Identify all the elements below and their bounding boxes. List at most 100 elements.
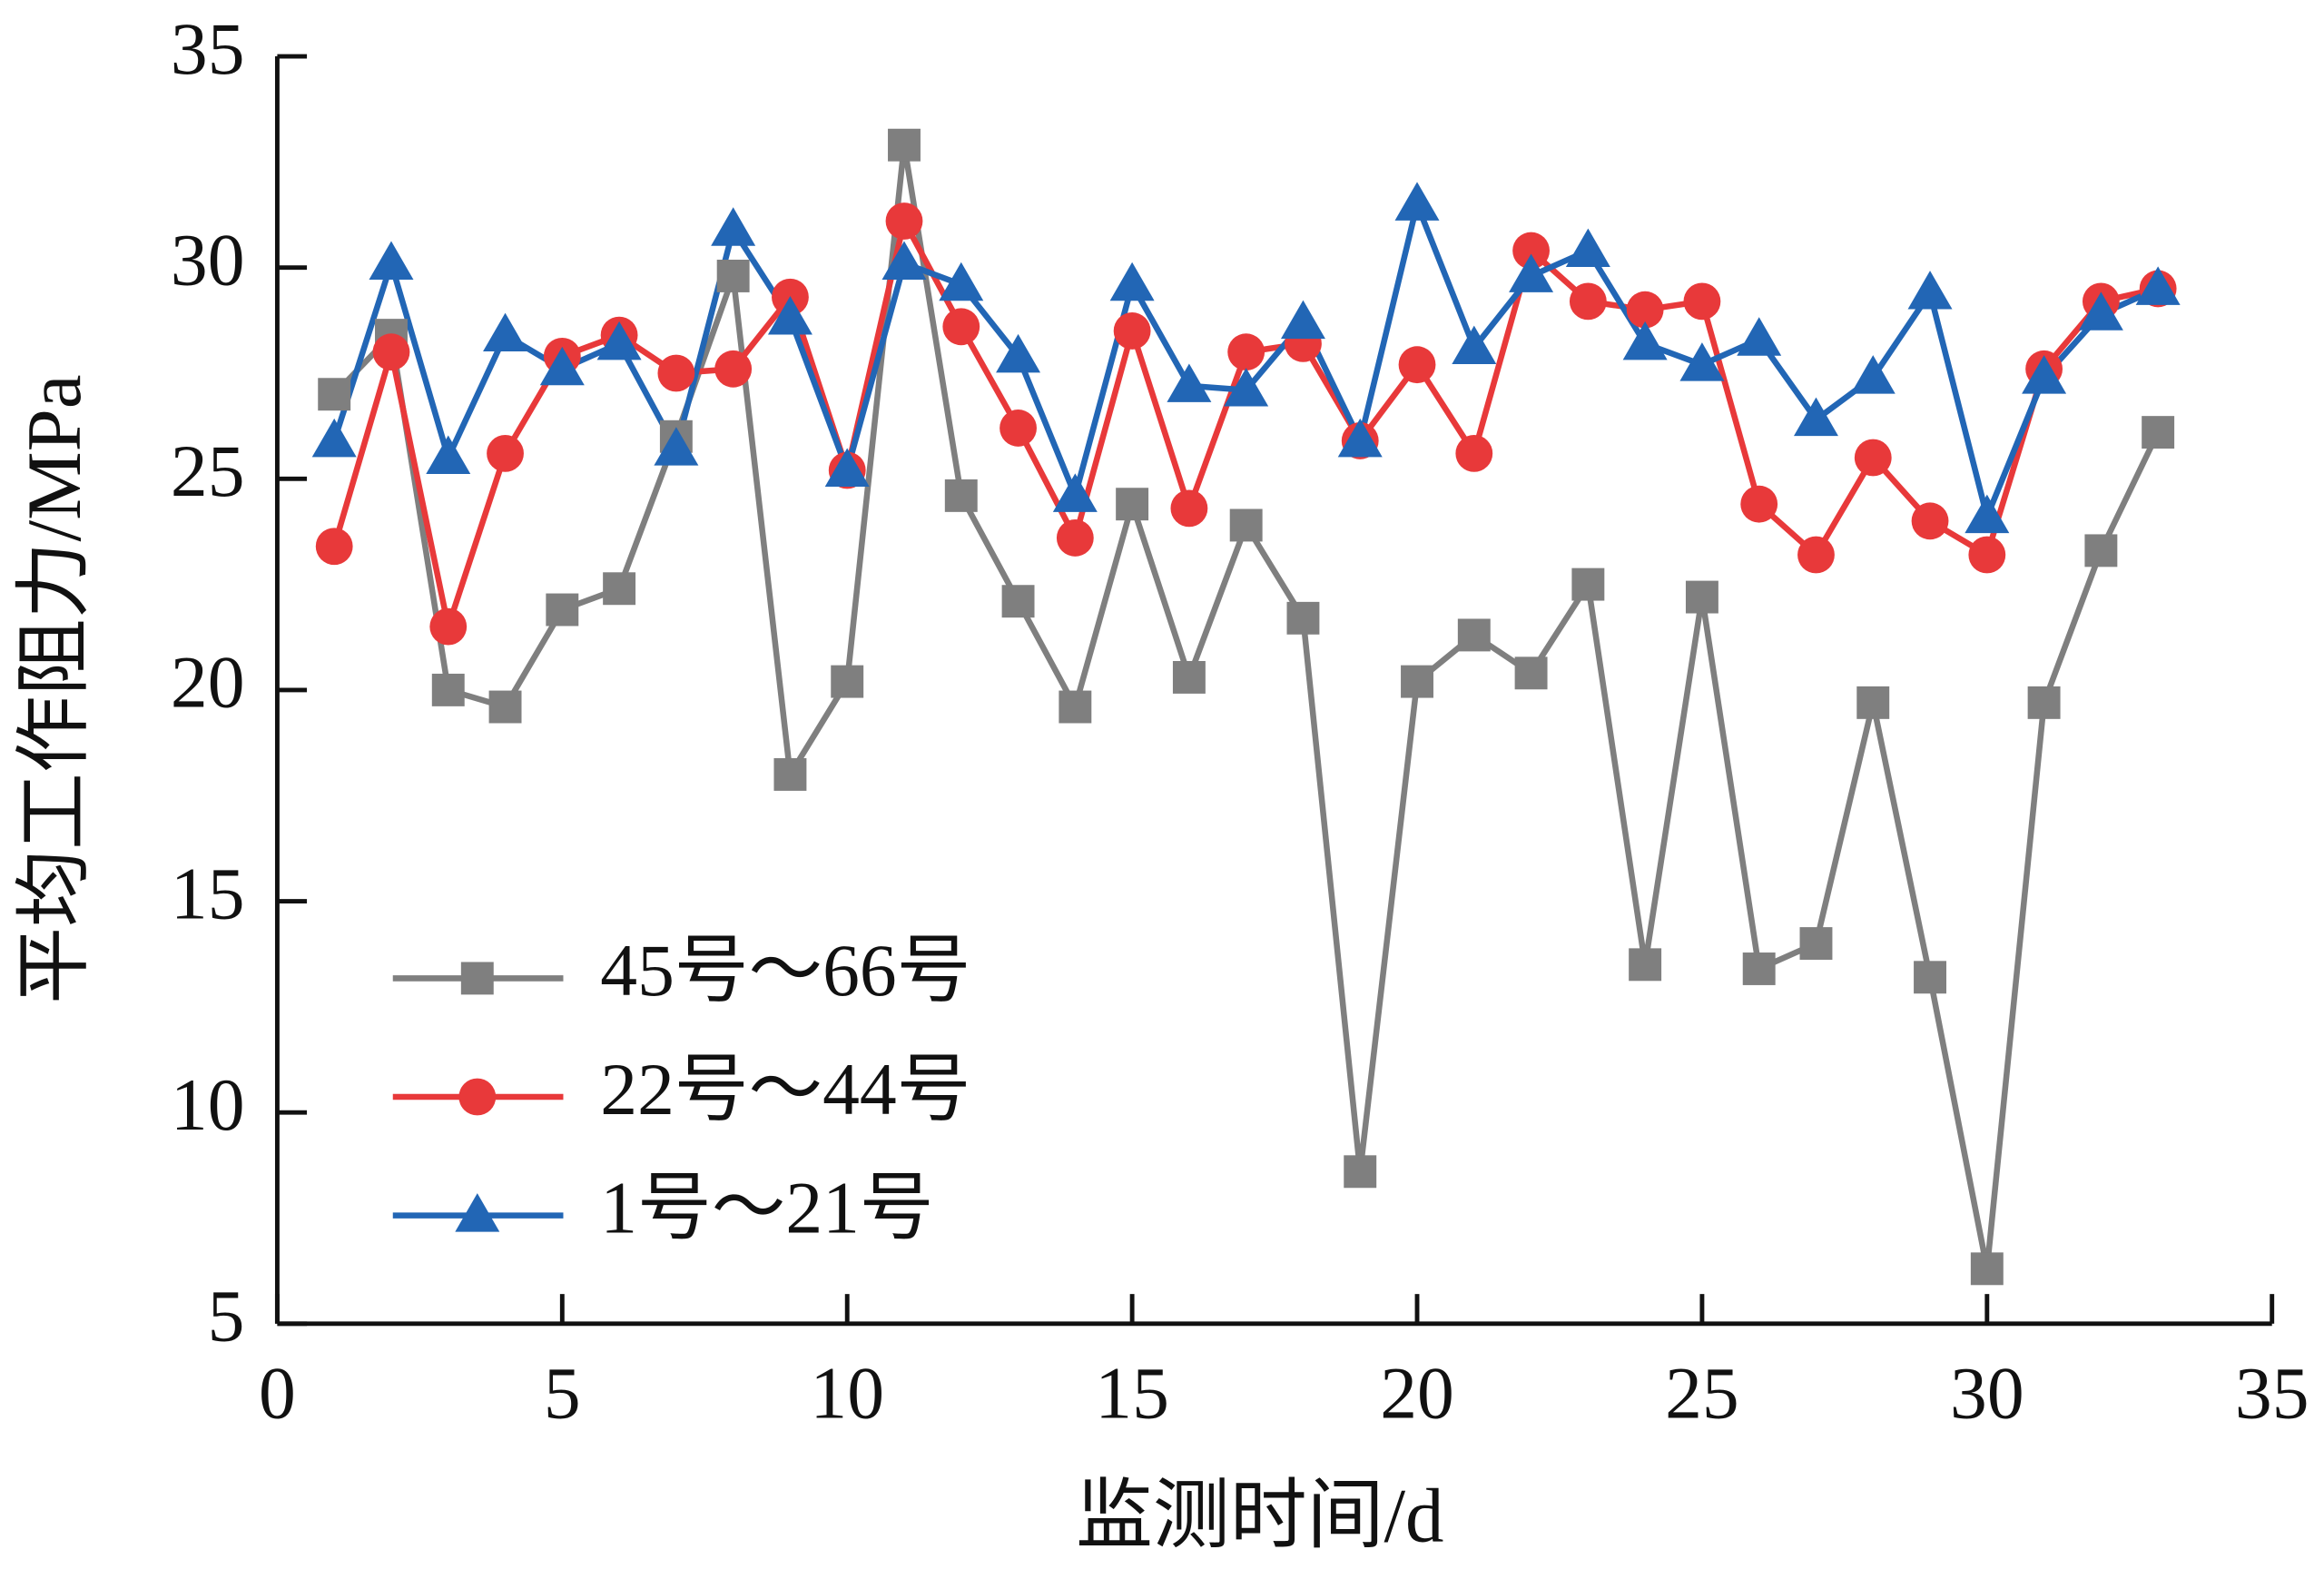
data-point bbox=[1344, 1155, 1377, 1189]
data-point bbox=[1455, 434, 1493, 472]
data-point bbox=[1224, 368, 1269, 407]
data-point bbox=[996, 333, 1041, 373]
data-point bbox=[1229, 508, 1263, 542]
data-point bbox=[1740, 485, 1778, 523]
data-point bbox=[372, 333, 410, 371]
data-point bbox=[1052, 473, 1098, 512]
data-point bbox=[1172, 660, 1206, 694]
data-point bbox=[1685, 580, 1718, 614]
data-point bbox=[2084, 534, 2118, 568]
x-tick-label: 25 bbox=[1665, 1351, 1739, 1434]
y-axis-label: 平均工作阻力/MPa bbox=[12, 375, 97, 1004]
legend-label: 45号～66号 bbox=[600, 929, 970, 1012]
data-point bbox=[714, 350, 753, 388]
data-point bbox=[1911, 502, 1949, 540]
data-point bbox=[1113, 312, 1151, 350]
data-point bbox=[1626, 291, 1664, 329]
data-point bbox=[1571, 568, 1605, 601]
data-point bbox=[315, 528, 353, 566]
data-point bbox=[654, 427, 699, 466]
data-point bbox=[1742, 952, 1776, 985]
y-tick-label: 10 bbox=[171, 1063, 245, 1146]
data-point bbox=[1970, 1252, 2004, 1286]
data-point bbox=[1457, 618, 1491, 652]
data-point bbox=[2142, 416, 2175, 449]
data-point bbox=[773, 758, 807, 791]
series-line bbox=[331, 218, 2159, 630]
data-point bbox=[1170, 489, 1208, 528]
data-point bbox=[1565, 228, 1610, 268]
data-point bbox=[885, 202, 923, 240]
data-point bbox=[487, 434, 524, 472]
data-point bbox=[1116, 488, 1149, 521]
data-point bbox=[369, 241, 414, 280]
x-axis-label: 监测时间/d bbox=[1076, 1474, 1444, 1559]
data-point bbox=[1227, 333, 1265, 371]
data-point bbox=[1683, 282, 1721, 321]
data-point bbox=[939, 262, 984, 301]
data-point bbox=[318, 378, 351, 411]
data-point bbox=[539, 346, 585, 386]
data-point bbox=[831, 665, 864, 698]
x-tick-label: 10 bbox=[810, 1351, 884, 1434]
data-point bbox=[1452, 325, 1497, 365]
x-tick-label: 0 bbox=[259, 1351, 296, 1434]
data-point bbox=[1398, 346, 1436, 384]
data-point bbox=[1793, 397, 1838, 437]
data-point bbox=[1850, 355, 1896, 394]
data-point bbox=[1968, 536, 2006, 574]
data-point bbox=[1394, 182, 1440, 221]
data-point bbox=[488, 690, 522, 724]
x-tick-label: 30 bbox=[1950, 1351, 2024, 1434]
data-point bbox=[1914, 961, 1946, 994]
x-tick-label: 20 bbox=[1380, 1351, 1454, 1434]
data-point bbox=[1622, 321, 1668, 360]
data-point bbox=[603, 572, 636, 606]
x-tick-label: 15 bbox=[1095, 1351, 1169, 1434]
data-point bbox=[824, 448, 870, 487]
data-point bbox=[1509, 253, 1554, 292]
data-point bbox=[546, 593, 579, 627]
data-point bbox=[1109, 262, 1155, 301]
data-point bbox=[1286, 601, 1320, 635]
data-point bbox=[1569, 282, 1607, 321]
data-point bbox=[2027, 686, 2061, 719]
data-point bbox=[1059, 690, 1092, 724]
data-point bbox=[711, 207, 756, 246]
legend-label: 1号～21号 bbox=[600, 1166, 933, 1248]
data-point bbox=[716, 260, 750, 292]
data-point bbox=[767, 296, 812, 335]
data-point bbox=[1907, 271, 1953, 310]
data-point bbox=[431, 673, 465, 706]
data-point bbox=[1679, 342, 1725, 381]
data-point bbox=[1965, 494, 2010, 534]
data-point bbox=[2022, 355, 2067, 394]
data-point bbox=[1512, 232, 1550, 270]
y-tick-label: 5 bbox=[208, 1275, 245, 1357]
data-point bbox=[1799, 927, 1833, 961]
data-point bbox=[881, 241, 927, 280]
data-point bbox=[944, 479, 978, 512]
y-tick-label: 30 bbox=[171, 218, 245, 301]
data-point bbox=[2135, 266, 2181, 305]
data-point bbox=[1854, 439, 1892, 477]
y-tick-label: 15 bbox=[171, 852, 245, 934]
data-point bbox=[483, 312, 528, 352]
data-point bbox=[1001, 585, 1035, 618]
data-point bbox=[1797, 536, 1835, 574]
legend-marker bbox=[458, 1078, 497, 1116]
data-point bbox=[1629, 948, 1662, 982]
data-point bbox=[1167, 363, 1212, 402]
data-point bbox=[1401, 665, 1433, 698]
data-point bbox=[942, 308, 980, 346]
data-point bbox=[1337, 418, 1383, 458]
data-point bbox=[1514, 656, 1548, 690]
data-point bbox=[1280, 300, 1325, 340]
data-point bbox=[596, 321, 642, 360]
data-point bbox=[1737, 317, 1782, 356]
y-tick-label: 25 bbox=[171, 429, 245, 512]
data-point bbox=[429, 607, 468, 646]
data-point bbox=[1000, 410, 1037, 447]
data-point bbox=[657, 354, 695, 392]
